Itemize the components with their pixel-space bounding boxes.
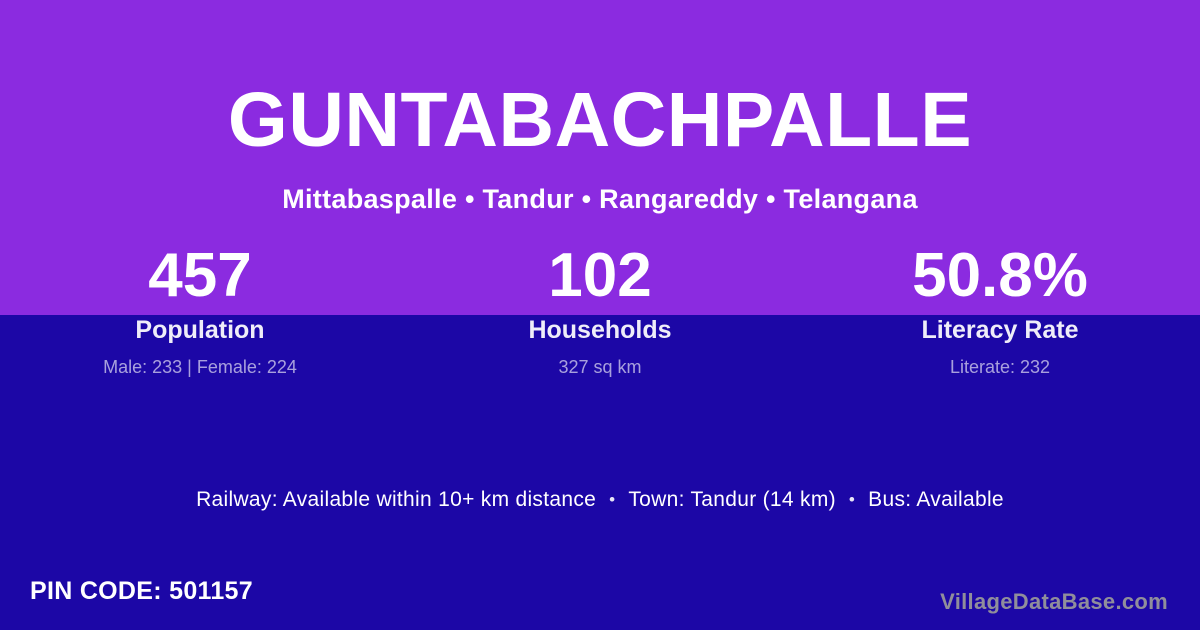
- breadcrumb: Mittabaspalle • Tandur • Rangareddy • Te…: [282, 184, 918, 214]
- stat-households: 102 Households 327 sq km: [400, 243, 800, 378]
- stats-row: 457 Population Male: 233 | Female: 224 1…: [0, 243, 1200, 378]
- bullet-icon: •: [609, 490, 616, 509]
- bus-info: Bus: Available: [868, 488, 1004, 511]
- transport-info-line: Railway: Available within 10+ km distanc…: [0, 487, 1200, 513]
- literacy-label: Literacy Rate: [921, 316, 1079, 344]
- village-name-title: GUNTABACHPALLE: [227, 77, 973, 163]
- households-label: Households: [528, 316, 672, 344]
- households-detail: 327 sq km: [558, 357, 642, 377]
- households-value: 102: [548, 241, 652, 310]
- stat-population: 457 Population Male: 233 | Female: 224: [0, 243, 400, 378]
- bullet-icon: •: [848, 490, 856, 509]
- population-value: 457: [148, 241, 252, 310]
- card-header: GUNTABACHPALLE Mittabaspalle • Tandur • …: [0, 77, 1200, 215]
- literacy-detail: Literate: 232: [949, 357, 1051, 377]
- watermark-logo: VillageDataBase.com: [940, 589, 1168, 614]
- purple-header-band: [0, 0, 1200, 315]
- population-label: Population: [135, 316, 265, 344]
- stat-literacy: 50.8% Literacy Rate Literate: 232: [800, 243, 1200, 378]
- pin-code-label: PIN CODE: 501157: [30, 577, 253, 605]
- literacy-value: 50.8%: [912, 241, 1088, 310]
- railway-info: Railway: Available within 10+ km distanc…: [196, 488, 597, 511]
- population-detail: Male: 233 | Female: 224: [103, 357, 297, 377]
- town-info: Town: Tandur (14 km): [628, 488, 836, 511]
